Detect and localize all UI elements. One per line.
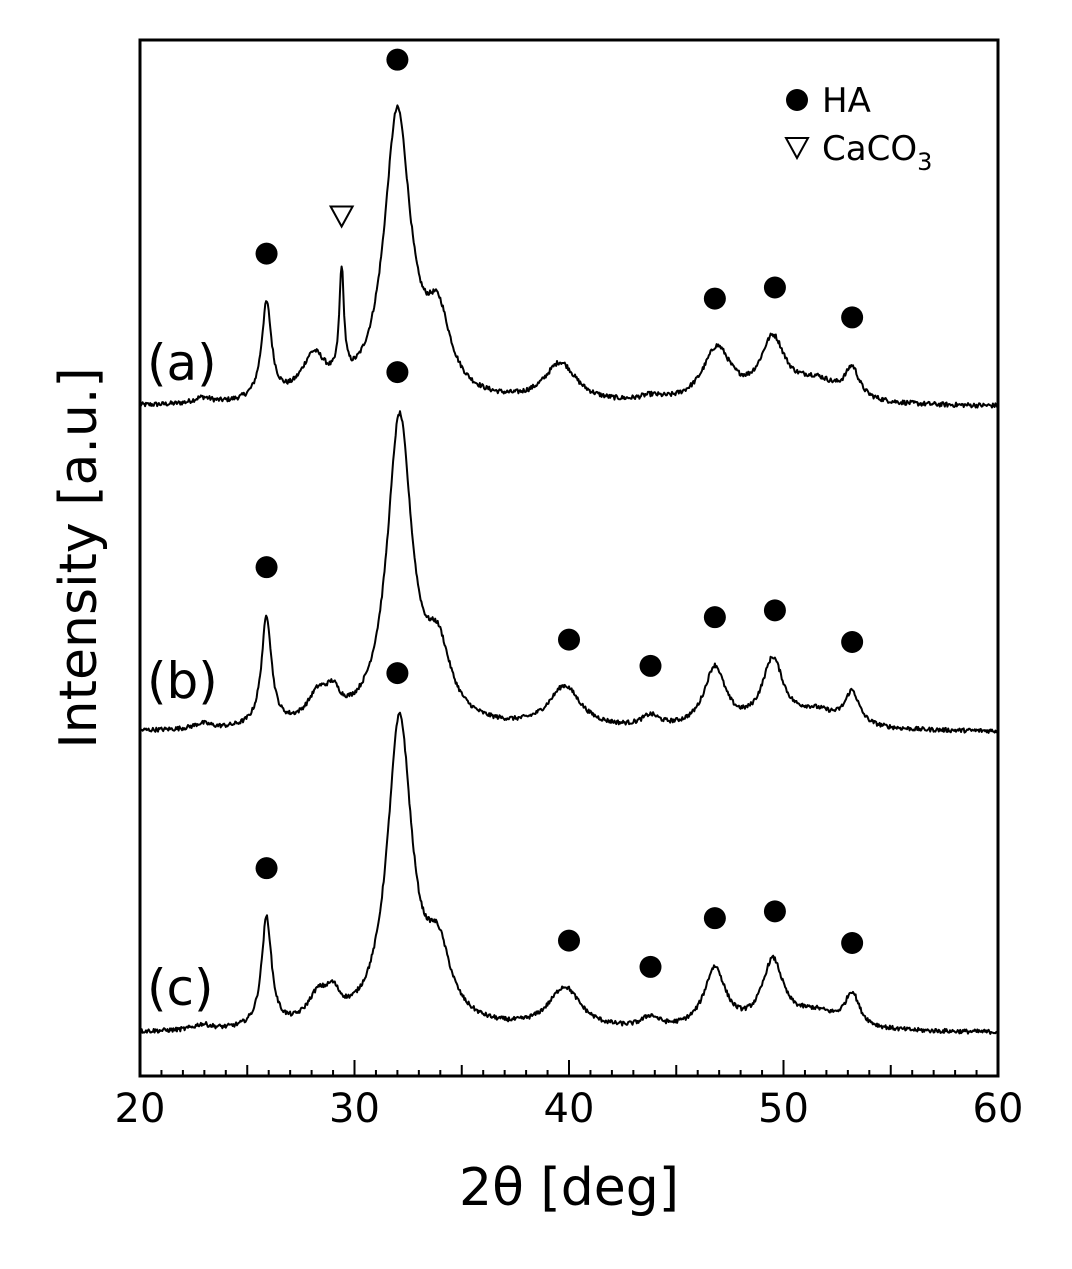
- legend-ha-label: HA: [822, 81, 871, 121]
- x-tick-label: 60: [973, 1086, 1024, 1132]
- peak-markers: [255, 48, 864, 978]
- series-label: (c): [147, 959, 214, 1017]
- ha-peak-marker: [841, 631, 864, 654]
- series-line: [139, 410, 999, 734]
- ha-peak-marker: [386, 361, 409, 384]
- x-tick-label: 30: [329, 1086, 380, 1132]
- legend-caco3-marker: [784, 137, 810, 161]
- ha-peak-marker: [763, 276, 786, 299]
- x-tick-labels: 20 30 40 50 60: [115, 1086, 1024, 1132]
- ha-peak-marker: [558, 929, 580, 952]
- caco3-peak-marker: [328, 205, 355, 229]
- series-line: [139, 711, 999, 1035]
- series-labels: (a) (b) (c): [147, 334, 218, 1017]
- ha-peak-marker: [763, 900, 786, 923]
- series-line: [139, 104, 999, 409]
- x-tick-label: 20: [115, 1086, 166, 1132]
- legend-caco3-label: CaCO3: [822, 129, 932, 176]
- ha-peak-marker: [841, 932, 864, 955]
- ha-peak-marker: [386, 662, 409, 685]
- legend: HA CaCO3: [784, 81, 932, 176]
- ha-peak-marker: [639, 955, 662, 978]
- series-label: (a): [147, 334, 217, 392]
- x-ticks: [139, 1060, 999, 1076]
- ha-peak-marker: [703, 606, 726, 629]
- x-axis-title: 2θ [deg]: [459, 1158, 679, 1218]
- ha-peak-marker: [255, 242, 278, 265]
- series-label: (b): [147, 652, 218, 710]
- legend-caco3-sub: 3: [917, 148, 932, 176]
- x-tick-label: 40: [544, 1086, 595, 1132]
- ha-peak-marker: [639, 654, 662, 677]
- legend-ha-marker: [786, 89, 808, 111]
- ha-peak-marker: [841, 306, 864, 329]
- ha-peak-marker: [558, 628, 580, 651]
- ha-peak-marker: [386, 48, 409, 71]
- ha-peak-marker: [703, 907, 726, 930]
- ha-peak-marker: [763, 599, 786, 622]
- x-tick-label: 50: [758, 1086, 809, 1132]
- legend-caco3-main: CaCO: [822, 129, 917, 169]
- ha-peak-marker: [255, 556, 278, 579]
- ha-peak-marker: [255, 857, 278, 880]
- ha-peak-marker: [703, 287, 726, 310]
- y-axis-title: Intensity [a.u.]: [49, 367, 109, 748]
- series-layer: [139, 104, 999, 1035]
